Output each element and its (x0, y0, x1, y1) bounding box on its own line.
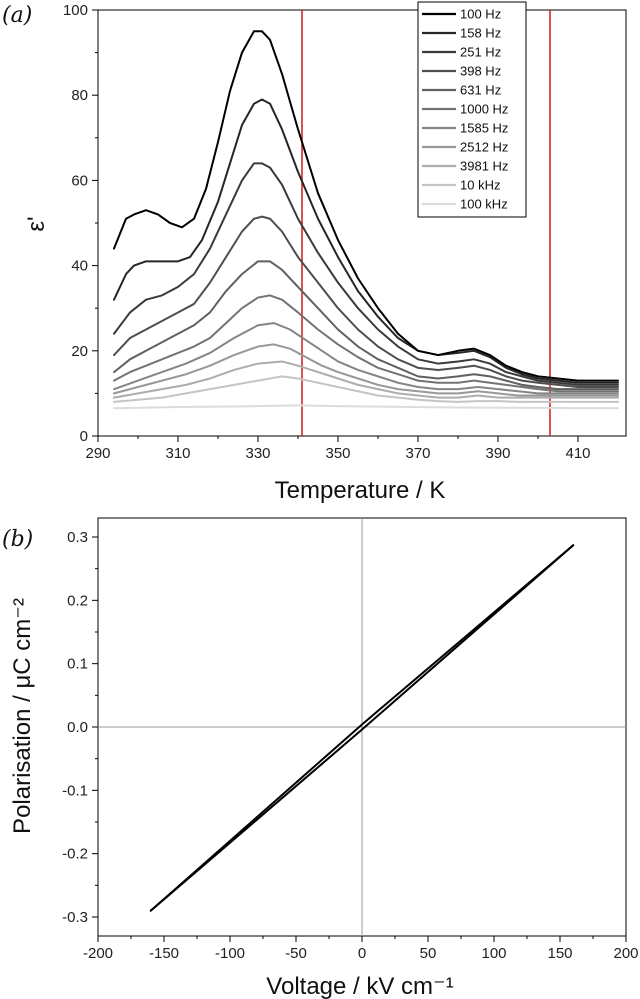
x-tick-label: 330 (245, 445, 270, 462)
dielectric-legend: 100 Hz 158 Hz 251 Hz 398 Hz 631 Hz 1000 Hz 158… (417, 1, 527, 218)
x-tick-label: 0 (358, 945, 366, 962)
y-tick-label: 0.3 (67, 529, 88, 546)
legend-label-158-hz: 158 Hz (460, 26, 501, 41)
x-tick-label: -150 (149, 945, 179, 962)
series-line-251-hz (113, 162, 619, 386)
y-tick-label: 0.0 (67, 719, 88, 736)
y-tick-label: 60 (71, 172, 88, 189)
y-tick-label: -0.1 (62, 782, 88, 799)
legend-label-1585-hz: 1585 Hz (460, 121, 508, 136)
x-tick-label: 310 (165, 445, 190, 462)
x-tick-label: 150 (547, 945, 572, 962)
x-tick-label: 370 (405, 445, 430, 462)
series-line-398-hz (113, 215, 619, 389)
x-tick-label: 410 (565, 445, 590, 462)
polarisation-x-ticks: -200 -150 -100 -50 0 50 100 150 200 (83, 936, 639, 962)
series-line-1585-hz (113, 322, 619, 395)
series-line-1000-hz (113, 294, 619, 393)
x-tick-label: 290 (85, 445, 110, 462)
series-line-1 (149, 544, 575, 912)
y-tick-label: 0.2 (67, 592, 88, 609)
x-tick-label: -50 (285, 945, 307, 962)
series-line-100-hz (113, 30, 619, 382)
series-line-2 (149, 544, 575, 912)
x-tick-label: 350 (325, 445, 350, 462)
series-line-3981-hz (113, 360, 619, 399)
legend-label-2512-hz: 2512 Hz (460, 140, 508, 155)
polarisation-y-axis-title: Polarisation / μC cm⁻² (9, 598, 36, 834)
dielectric-plot-area (97, 9, 627, 437)
dielectric-y-axis-title: ε' (23, 216, 50, 231)
legend-label-398-hz: 398 Hz (460, 64, 501, 79)
polarisation-x-axis-title: Voltage / kV cm⁻¹ (266, 973, 453, 999)
y-tick-label: 40 (71, 258, 88, 275)
legend-label-100-khz: 100 kHz (460, 197, 508, 212)
y-tick-label: -0.2 (62, 846, 88, 863)
legend-label-100-hz: 100 Hz (460, 7, 501, 22)
legend-label-10-khz: 10 kHz (460, 178, 500, 193)
y-tick-label: 20 (71, 343, 88, 360)
series-line-2512-hz (113, 343, 619, 397)
legend-label-1000-hz: 1000 Hz (460, 102, 508, 117)
series-line-10-khz (113, 375, 619, 403)
panel-label-b: (b) (2, 527, 33, 552)
panel-label-a: (a) (2, 3, 32, 28)
dielectric-x-ticks: 290 310 330 350 370 390 410 (85, 436, 591, 462)
legend-label-3981-hz: 3981 Hz (460, 159, 508, 174)
legend-box (417, 1, 527, 218)
x-tick-label: 100 (481, 945, 506, 962)
series-line-100-khz (113, 404, 619, 410)
polarisation-plot-area (97, 517, 627, 937)
series-line-631-hz (113, 260, 619, 391)
dielectric-y-ticks: 0 20 40 60 80 100 (63, 2, 98, 445)
x-tick-label: 200 (613, 945, 638, 962)
y-tick-label: 0 (80, 428, 88, 445)
polarisation-chart: (b) -200 -150 -100 -50 0 50 100 150 200 -0.3 -0.2… (2, 517, 639, 999)
x-tick-label: -200 (83, 945, 113, 962)
x-tick-label: 390 (485, 445, 510, 462)
legend-label-251-hz: 251 Hz (460, 45, 501, 60)
y-tick-label: 0.1 (67, 656, 88, 673)
y-tick-label: -0.3 (62, 909, 88, 926)
dielectric-chart: (a) 290 310 330 350 370 390 410 0 20 40 60 80 100 T… (2, 1, 627, 504)
series-line-158-hz (113, 98, 619, 384)
y-tick-label: 100 (63, 2, 88, 19)
dielectric-x-axis-title: Temperature / K (275, 477, 446, 504)
y-tick-label: 80 (71, 87, 88, 104)
x-tick-label: 50 (420, 945, 437, 962)
x-tick-label: -100 (215, 945, 245, 962)
polarisation-y-ticks: -0.3 -0.2 -0.1 0.0 0.1 0.2 0.3 (62, 529, 98, 926)
legend-label-631-hz: 631 Hz (460, 83, 501, 98)
